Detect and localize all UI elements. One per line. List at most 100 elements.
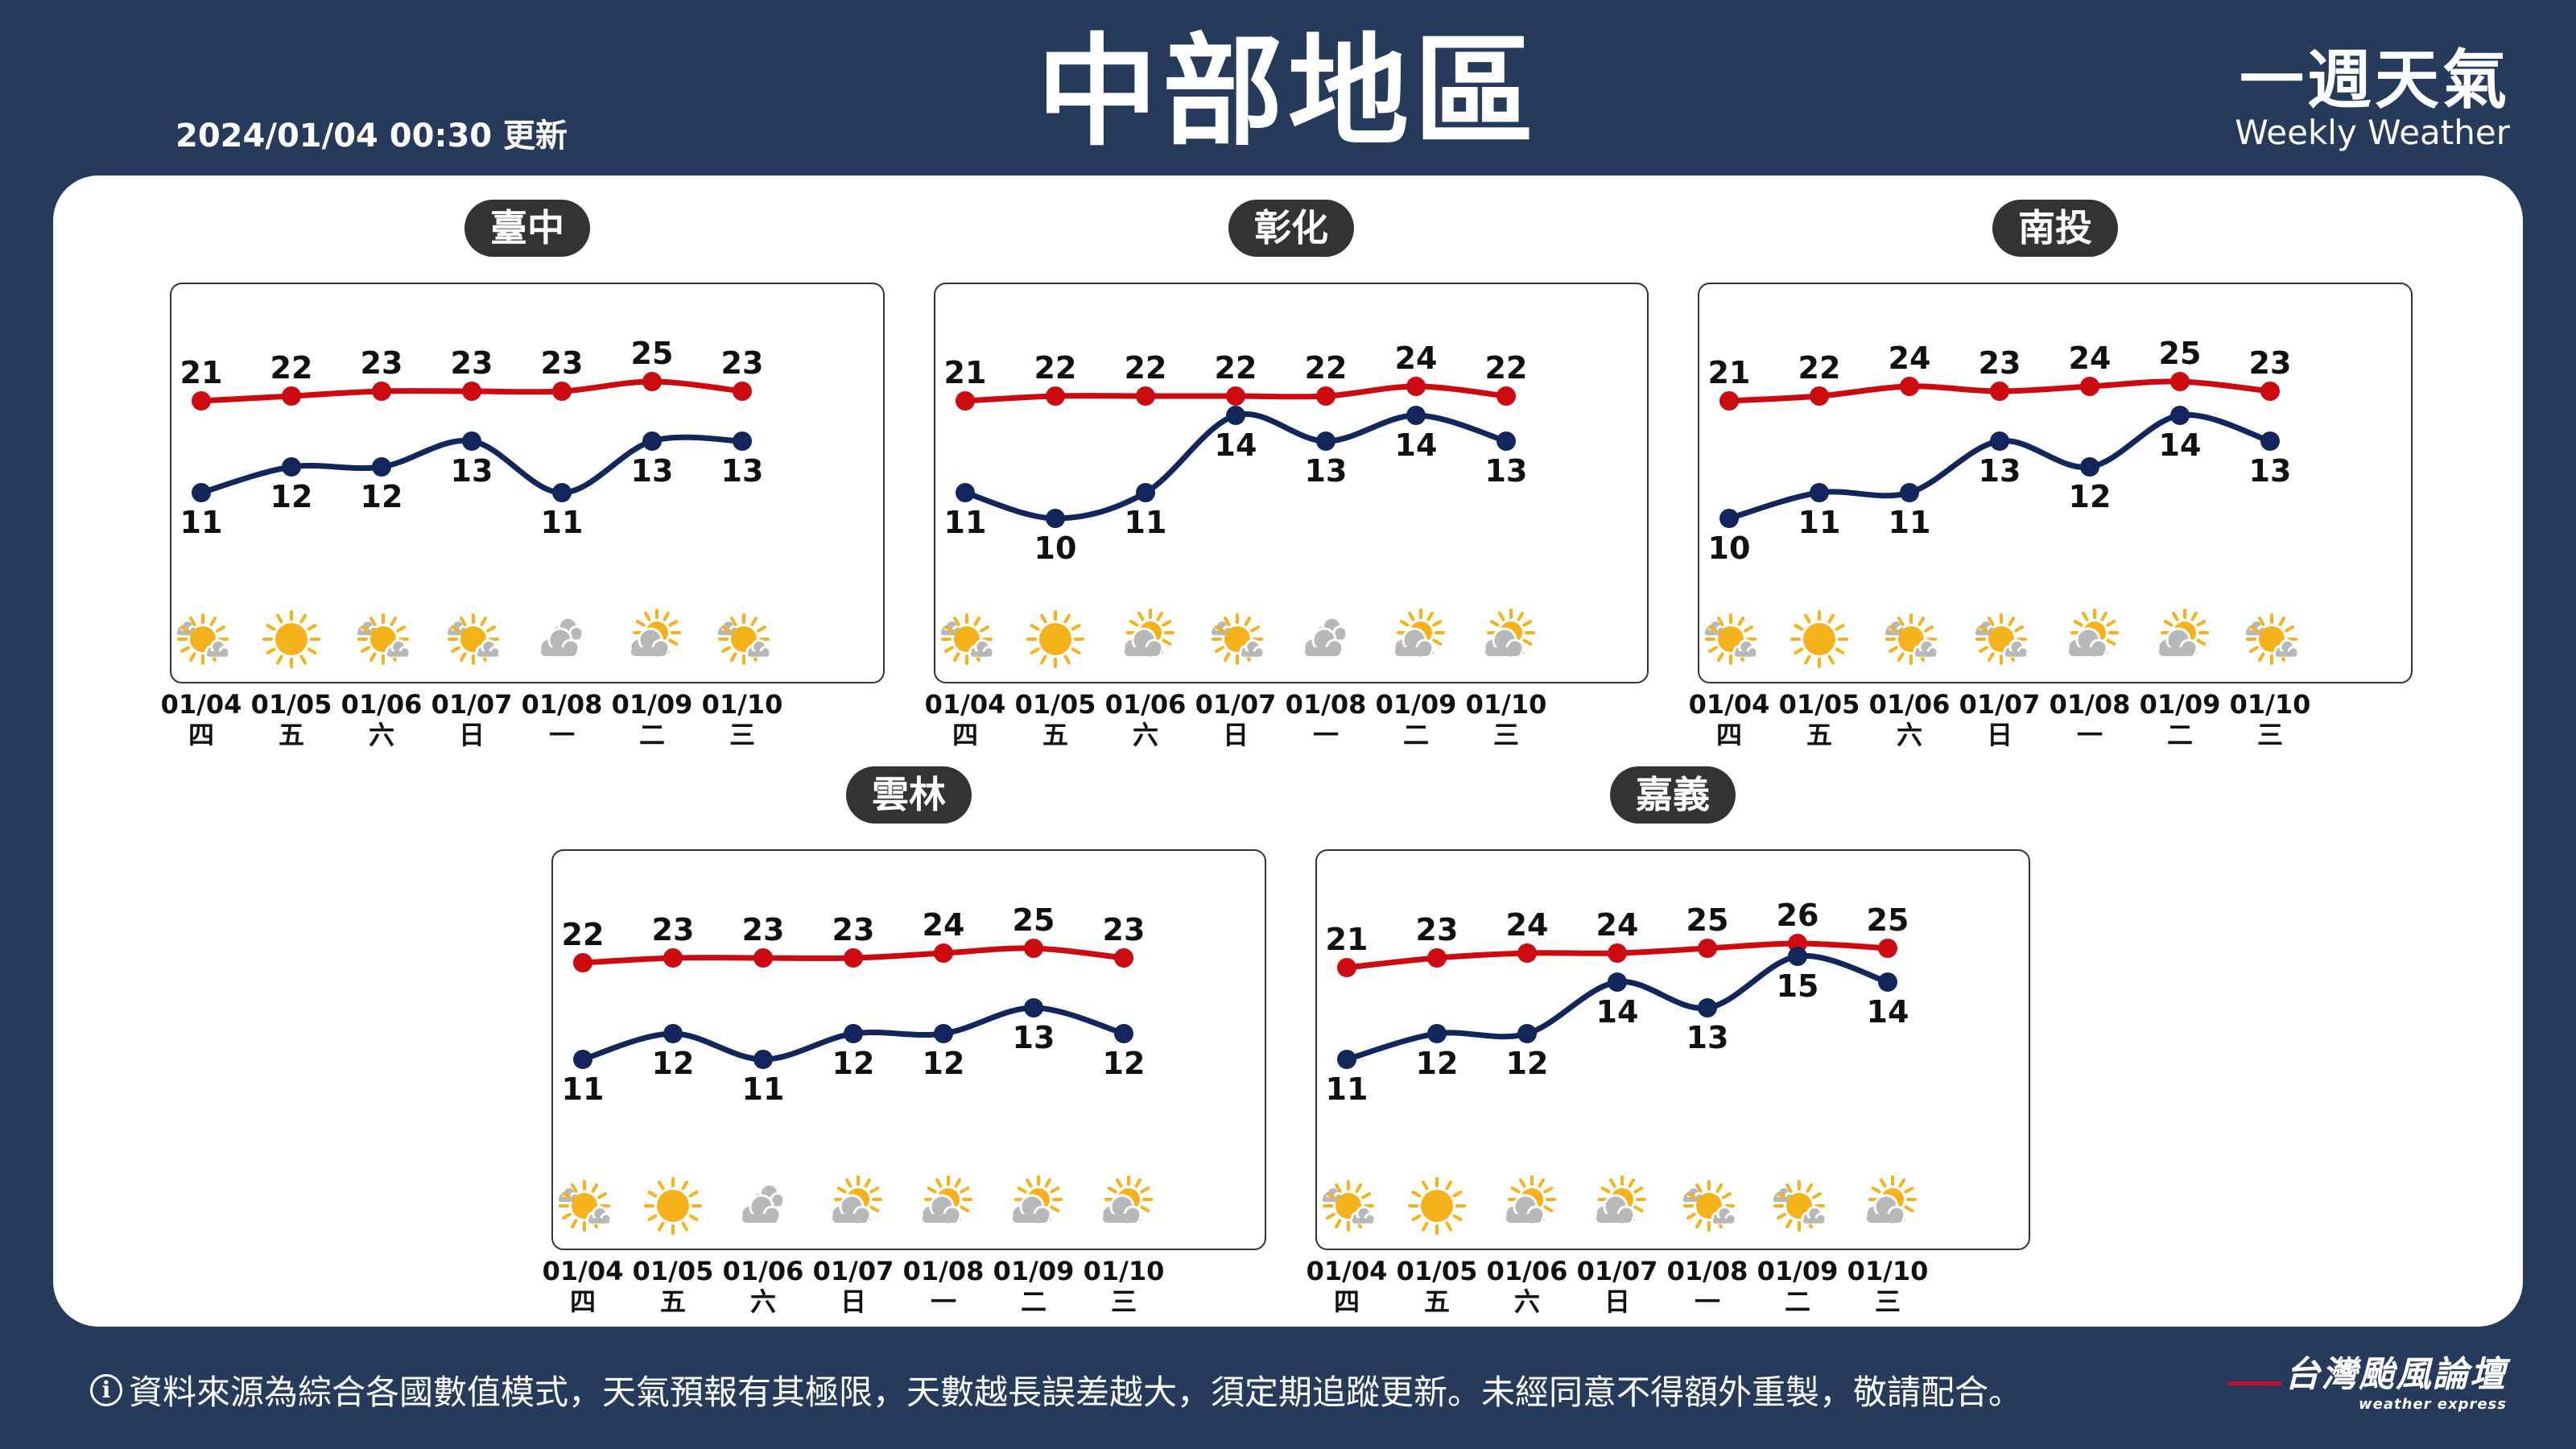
high-temp-label: 25 bbox=[631, 336, 674, 371]
region-panel-nantou: 21 10 01/04 四 22 11 01/05 五 24 11 01/06 六 23 13 01/07 日… bbox=[1689, 192, 2413, 750]
weekday-label: 五 bbox=[1424, 1286, 1450, 1317]
mostly-cloudy-icon bbox=[1393, 609, 1445, 658]
high-temp-point bbox=[1406, 377, 1426, 396]
high-temp-label: 21 bbox=[944, 355, 987, 390]
low-temp-point bbox=[934, 1024, 953, 1043]
low-temp-label: 13 bbox=[2249, 453, 2292, 489]
low-temp-point bbox=[1406, 406, 1426, 425]
weekday-label: 二 bbox=[1021, 1286, 1046, 1317]
low-temp-point bbox=[1024, 998, 1043, 1018]
low-temp-point bbox=[1698, 998, 1717, 1018]
weekday-label: 二 bbox=[1403, 720, 1429, 750]
date-tick-label: 01/05 bbox=[1779, 689, 1860, 720]
high-temp-label: 22 bbox=[1305, 350, 1348, 386]
date-tick-label: 01/10 bbox=[1084, 1256, 1165, 1286]
low-temp-point bbox=[1316, 431, 1335, 451]
high-temp-point bbox=[573, 953, 592, 972]
high-temp-point bbox=[1900, 377, 1919, 396]
mostly-cloudy-icon bbox=[1594, 1175, 1646, 1224]
date-tick-label: 01/04 bbox=[925, 689, 1006, 720]
high-temp-label: 24 bbox=[1596, 907, 1639, 943]
cloudy-icon bbox=[740, 1183, 786, 1224]
brand: 一週天氣 Weekly Weather bbox=[2235, 48, 2510, 151]
weekday-label: 日 bbox=[1987, 720, 2013, 750]
forecast-chart: 22 11 01/04四 23 12 01/05五 23 11 01/06六 23 12 01/07日… bbox=[543, 849, 1266, 1317]
region-panel-chiayi: 21 11 01/04 四 23 12 01/05 五 24 12 01/06 六 24 14 01/07 日… bbox=[1307, 758, 2031, 1317]
low-temp-point bbox=[1226, 406, 1245, 425]
low-temp-point bbox=[1990, 431, 2009, 451]
forecast-chart: 21 11 01/04四 22 10 01/05五 22 11 01/06六 22 14 01/07日… bbox=[925, 283, 1649, 750]
low-temp-label: 11 bbox=[1326, 1071, 1368, 1107]
low-temp-label: 13 bbox=[721, 453, 764, 489]
high-temp-label: 22 bbox=[1215, 350, 1257, 386]
date-tick-label: 01/04 bbox=[161, 689, 242, 720]
date-tick-label: 01/07 bbox=[813, 1256, 894, 1286]
high-temp-point bbox=[642, 372, 662, 391]
chart-frame bbox=[551, 849, 1266, 1250]
low-temp-label: 15 bbox=[1777, 968, 1819, 1004]
chart-frame bbox=[1698, 283, 2413, 683]
high-temp-label: 23 bbox=[1416, 912, 1459, 947]
low-temp-point bbox=[642, 431, 662, 451]
low-temp-label: 11 bbox=[1125, 505, 1167, 540]
high-temp-label: 23 bbox=[742, 912, 785, 947]
weekday-label: 五 bbox=[279, 720, 304, 750]
low-temp-label: 12 bbox=[361, 479, 403, 514]
high-temp-point bbox=[1810, 386, 1829, 406]
low-temp-label: 10 bbox=[1034, 530, 1077, 566]
forecast-card: 21 11 01/04 四 22 12 01/05 五 23 12 01/06 六 23 13 01/07 日… bbox=[53, 175, 2523, 1327]
low-temp-point bbox=[1608, 972, 1627, 992]
forecast-chart: 21 11 01/04四 22 12 01/05五 23 12 01/06六 23 13 01/07日… bbox=[161, 283, 885, 750]
low-temp-label: 11 bbox=[1798, 505, 1841, 540]
low-temp-label: 12 bbox=[1416, 1046, 1459, 1081]
low-temp-point bbox=[1046, 509, 1065, 528]
partly-cloudy-icon bbox=[445, 613, 502, 665]
region-panel-changhua: 21 11 01/04 四 22 10 01/05 五 22 11 01/06 六 22 14 01/07 日… bbox=[925, 192, 1649, 750]
region-name: 彰化 bbox=[1228, 200, 1354, 258]
weekday-label: 四 bbox=[1334, 1286, 1360, 1317]
sunny-icon bbox=[1790, 610, 1848, 668]
date-tick-label: 01/06 bbox=[1105, 689, 1187, 720]
disclaimer: i 資料來源為綜合各國數值模式，天氣預報有其極限，天數越長誤差越大，須定期追蹤更… bbox=[90, 1365, 2022, 1414]
high-temp-label: 23 bbox=[2249, 345, 2292, 381]
weekday-label: 一 bbox=[1695, 1286, 1720, 1317]
page-title: 中部地區 bbox=[1036, 23, 1540, 163]
date-tick-label: 01/10 bbox=[1847, 1256, 1929, 1286]
low-temp-label: 11 bbox=[541, 505, 584, 540]
high-temp-label: 22 bbox=[562, 917, 605, 952]
low-temp-label: 11 bbox=[562, 1071, 605, 1107]
high-temp-label: 25 bbox=[2159, 336, 2202, 371]
high-temp-label: 24 bbox=[1395, 341, 1438, 376]
high-temp-point bbox=[844, 948, 863, 968]
partly-cloudy-icon bbox=[175, 613, 231, 665]
partly-cloudy-icon bbox=[1771, 1180, 1827, 1232]
low-temp-point bbox=[372, 457, 391, 477]
date-tick-label: 01/05 bbox=[1015, 689, 1096, 720]
partly-cloudy-icon bbox=[939, 613, 995, 665]
brand-title-cn: 一週天氣 bbox=[2240, 43, 2510, 118]
high-temp-point bbox=[1990, 382, 2009, 401]
date-tick-label: 01/10 bbox=[2230, 689, 2311, 720]
chart-frame bbox=[934, 283, 1649, 683]
date-tick-label: 01/10 bbox=[1466, 689, 1547, 720]
low-temp-point bbox=[1810, 483, 1829, 502]
weekday-label: 一 bbox=[931, 1286, 956, 1317]
chart-frame bbox=[1315, 849, 2030, 1250]
low-temp-label: 14 bbox=[1596, 994, 1639, 1030]
cloudy-icon bbox=[1302, 616, 1348, 658]
date-tick-label: 01/04 bbox=[1689, 689, 1770, 720]
brand-title-en: Weekly Weather bbox=[2235, 113, 2510, 152]
high-temp-label: 23 bbox=[361, 345, 403, 381]
region-name: 嘉義 bbox=[1610, 766, 1736, 824]
low-temp-label: 13 bbox=[1979, 453, 2021, 489]
mostly-cloudy-icon bbox=[2157, 609, 2209, 658]
low-temp-point bbox=[663, 1024, 683, 1043]
low-temp-point bbox=[2170, 406, 2190, 425]
low-temp-label: 11 bbox=[944, 505, 987, 540]
high-temp-point bbox=[2260, 382, 2280, 401]
region-panel-yunlin: 22 11 01/04 四 23 12 01/05 五 23 11 01/06 六 23 12 01/07 日… bbox=[543, 758, 1267, 1317]
date-tick-label: 01/08 bbox=[903, 1256, 985, 1286]
high-temp-point bbox=[282, 386, 301, 406]
date-tick-label: 01/09 bbox=[993, 1256, 1075, 1286]
region-name: 南投 bbox=[1992, 200, 2118, 258]
